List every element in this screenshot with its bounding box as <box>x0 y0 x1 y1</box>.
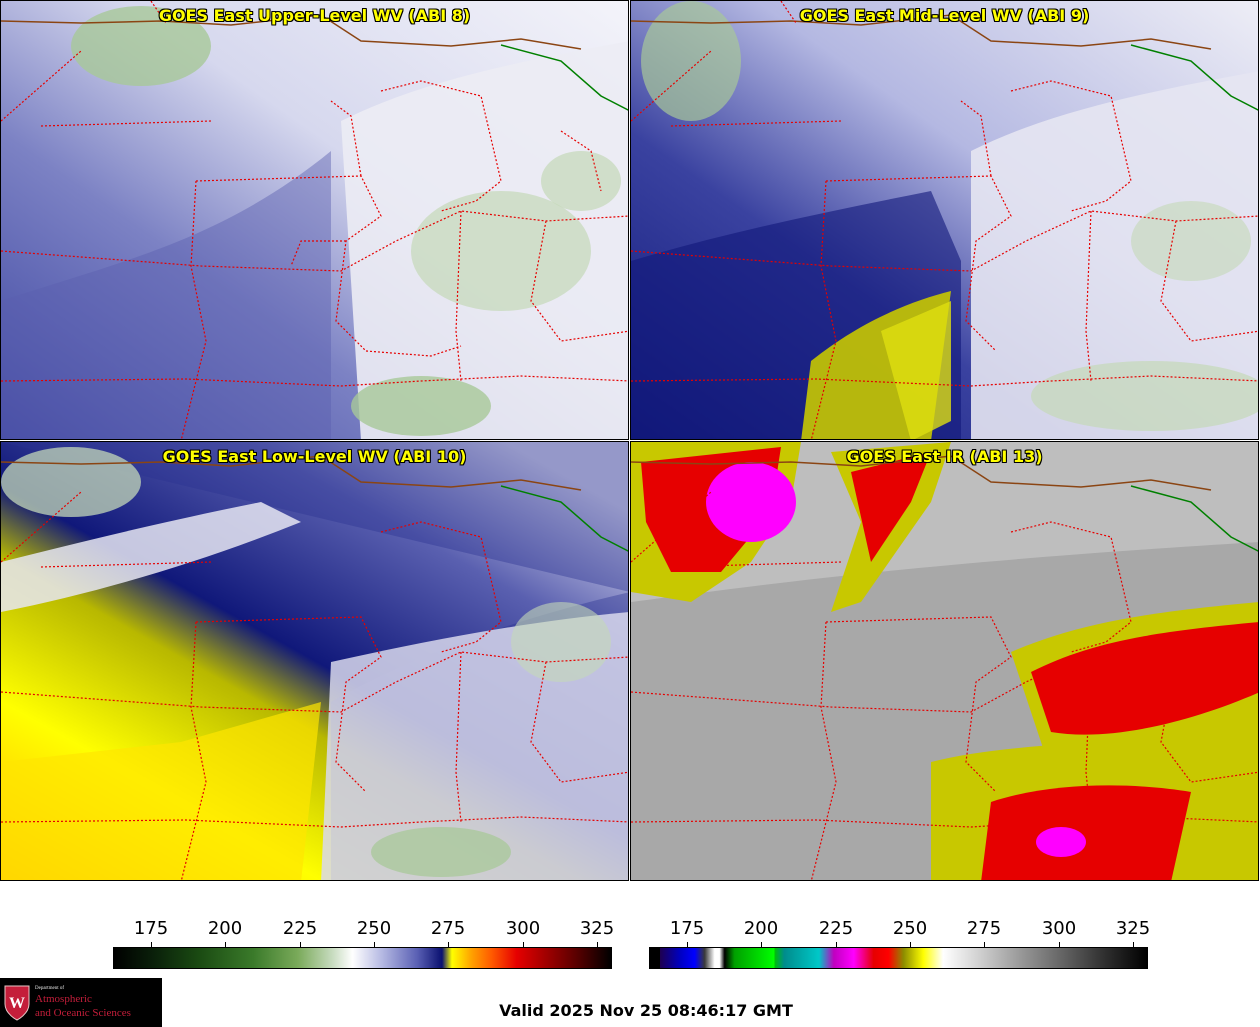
infrared-color-scale <box>649 947 1148 969</box>
tick-mark <box>448 942 449 947</box>
tick-mark <box>1133 942 1134 947</box>
upper-level-wv-image <box>1 1 628 439</box>
tick-mark <box>910 942 911 947</box>
tick-label: 250 <box>356 918 392 939</box>
logo-line-1: Atmospheric <box>35 993 92 1005</box>
mid-level-wv-image <box>631 1 1258 439</box>
logo-department-text: Department of <box>35 986 65 991</box>
tick-mark <box>300 942 301 947</box>
panel-title: GOES East Low-Level WV (ABI 10) <box>162 447 467 466</box>
tick-mark <box>225 942 226 947</box>
aos-logo: W Department of Atmospheric and Oceanic … <box>0 978 162 1027</box>
low-level-wv-panel: GOES East Low-Level WV (ABI 10) <box>0 441 629 881</box>
tick-mark <box>1059 942 1060 947</box>
tick-mark <box>597 942 598 947</box>
tick-mark <box>984 942 985 947</box>
tick-mark <box>836 942 837 947</box>
tick-label: 175 <box>669 918 705 939</box>
uw-crest-icon: W <box>4 985 30 1021</box>
tick-label: 225 <box>818 918 854 939</box>
tick-label: 175 <box>133 918 169 939</box>
tick-label: 200 <box>207 918 243 939</box>
water-vapor-color-scale <box>113 947 612 969</box>
tick-label: 225 <box>282 918 318 939</box>
tick-mark <box>374 942 375 947</box>
low-level-wv-image <box>1 442 628 880</box>
infrared-image <box>631 442 1258 880</box>
tick-mark <box>761 942 762 947</box>
tick-mark <box>523 942 524 947</box>
panel-title: GOES East Mid-Level WV (ABI 9) <box>799 6 1090 25</box>
panel-title: GOES East IR (ABI 13) <box>846 447 1043 466</box>
water-vapor-colorbar: 175 200 225 250 275 300 325 <box>113 918 615 970</box>
tick-label: 275 <box>966 918 1002 939</box>
tick-label: 300 <box>1041 918 1077 939</box>
mid-level-wv-panel: GOES East Mid-Level WV (ABI 9) <box>630 0 1259 440</box>
tick-label: 325 <box>579 918 615 939</box>
valid-time-label: Valid 2025 Nov 25 08:46:17 GMT <box>499 1001 793 1020</box>
infrared-colorbar: 175 200 225 250 275 300 325 <box>649 918 1151 970</box>
infrared-panel: GOES East IR (ABI 13) <box>630 441 1259 881</box>
upper-level-wv-panel: GOES East Upper-Level WV (ABI 8) <box>0 0 629 440</box>
tick-label: 200 <box>743 918 779 939</box>
tick-label: 300 <box>505 918 541 939</box>
tick-mark <box>687 942 688 947</box>
tick-mark <box>151 942 152 947</box>
panel-title: GOES East Upper-Level WV (ABI 8) <box>158 6 471 25</box>
crest-letter: W <box>9 995 25 1012</box>
logo-line-2: and Oceanic Sciences <box>35 1007 131 1019</box>
tick-label: 250 <box>892 918 928 939</box>
tick-label: 325 <box>1115 918 1151 939</box>
tick-label: 275 <box>430 918 466 939</box>
